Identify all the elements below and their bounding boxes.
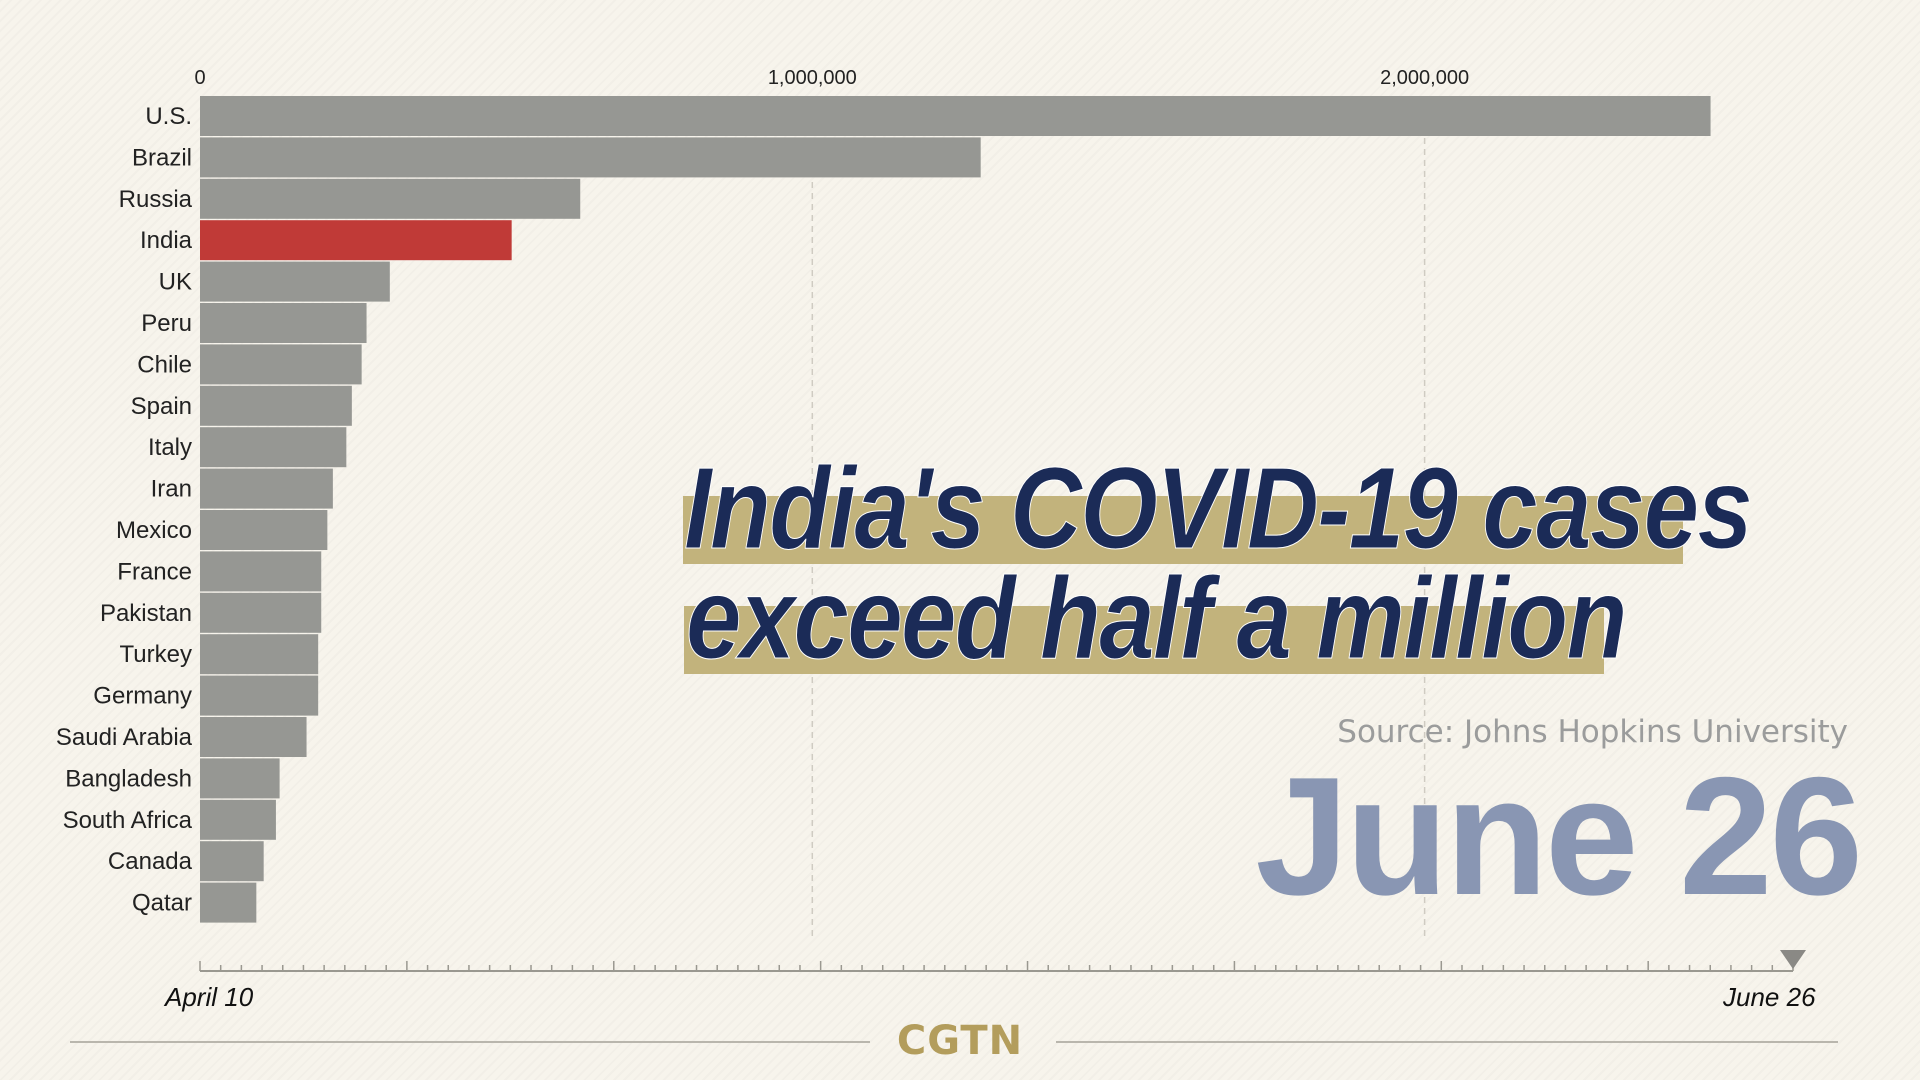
timeline-start-label: April 10: [165, 982, 254, 1012]
country-label: Italy: [148, 434, 192, 461]
bar-turkey: [200, 634, 319, 675]
x-tick-label: 0: [194, 67, 205, 89]
country-label: Spain: [131, 393, 192, 420]
headline-band-1: [683, 496, 1683, 564]
country-label: France: [117, 558, 192, 585]
bar-france: [200, 551, 322, 592]
x-tick-label: 2,000,000: [1380, 67, 1469, 89]
country-label: Peru: [141, 310, 192, 337]
timeline-marker[interactable]: [1780, 950, 1806, 969]
timeline-end-label: June 26: [1723, 982, 1816, 1012]
chart-bars: [200, 96, 1711, 923]
bar-germany: [200, 675, 319, 716]
country-label: Canada: [108, 848, 193, 875]
bar-russia: [200, 178, 581, 219]
bar-qatar: [200, 882, 257, 923]
bar-india: [200, 220, 512, 261]
bar-pakistan: [200, 592, 322, 633]
bar-brazil: [200, 137, 981, 178]
country-label: Qatar: [132, 890, 192, 917]
country-label: Saudi Arabia: [56, 724, 193, 751]
country-label: UK: [159, 269, 192, 296]
bar-u-s-: [200, 96, 1711, 136]
country-label: Bangladesh: [65, 765, 192, 792]
bar-peru: [200, 303, 367, 343]
source-note: Source: Johns Hopkins University: [1337, 714, 1848, 750]
x-tick-label: 1,000,000: [768, 67, 857, 89]
country-label: Chile: [137, 351, 192, 378]
country-label: Brazil: [132, 144, 192, 171]
bar-mexico: [200, 510, 328, 550]
country-labels: U.S. Brazil Russia India UK Peru Chile Spain Ita…: [56, 103, 193, 917]
headline-line-2: exceed half a million: [686, 553, 1628, 683]
bar-saudi-arabia: [200, 717, 307, 757]
country-label: Turkey: [120, 641, 192, 668]
bar-italy: [200, 427, 347, 468]
bar-spain: [200, 385, 352, 426]
country-label: India: [140, 227, 193, 254]
footer-rule-right: [1056, 1041, 1838, 1043]
footer-rule-left: [70, 1041, 870, 1043]
bar-canada: [200, 841, 264, 882]
cgtn-logo: CGTN: [896, 1018, 1024, 1064]
bar-bangladesh: [200, 758, 280, 799]
country-label: Germany: [93, 683, 192, 710]
bar-iran: [200, 468, 333, 509]
timeline: [199, 950, 1806, 972]
bar-south-africa: [200, 799, 276, 840]
headline-line-1: India's COVID-19 cases: [684, 443, 1754, 573]
country-label: Pakistan: [100, 600, 192, 627]
country-label: Russia: [119, 186, 193, 213]
headline-band-2: [684, 606, 1604, 674]
country-label: Iran: [151, 476, 192, 503]
country-label: South Africa: [63, 807, 193, 834]
current-date: June 26: [1255, 742, 1863, 930]
country-label: U.S.: [145, 103, 192, 130]
bar-uk: [200, 261, 390, 302]
country-label: Mexico: [116, 517, 192, 544]
bar-chile: [200, 344, 362, 385]
x-axis-ticks: 0 1,000,000 2,000,000: [194, 67, 1469, 89]
